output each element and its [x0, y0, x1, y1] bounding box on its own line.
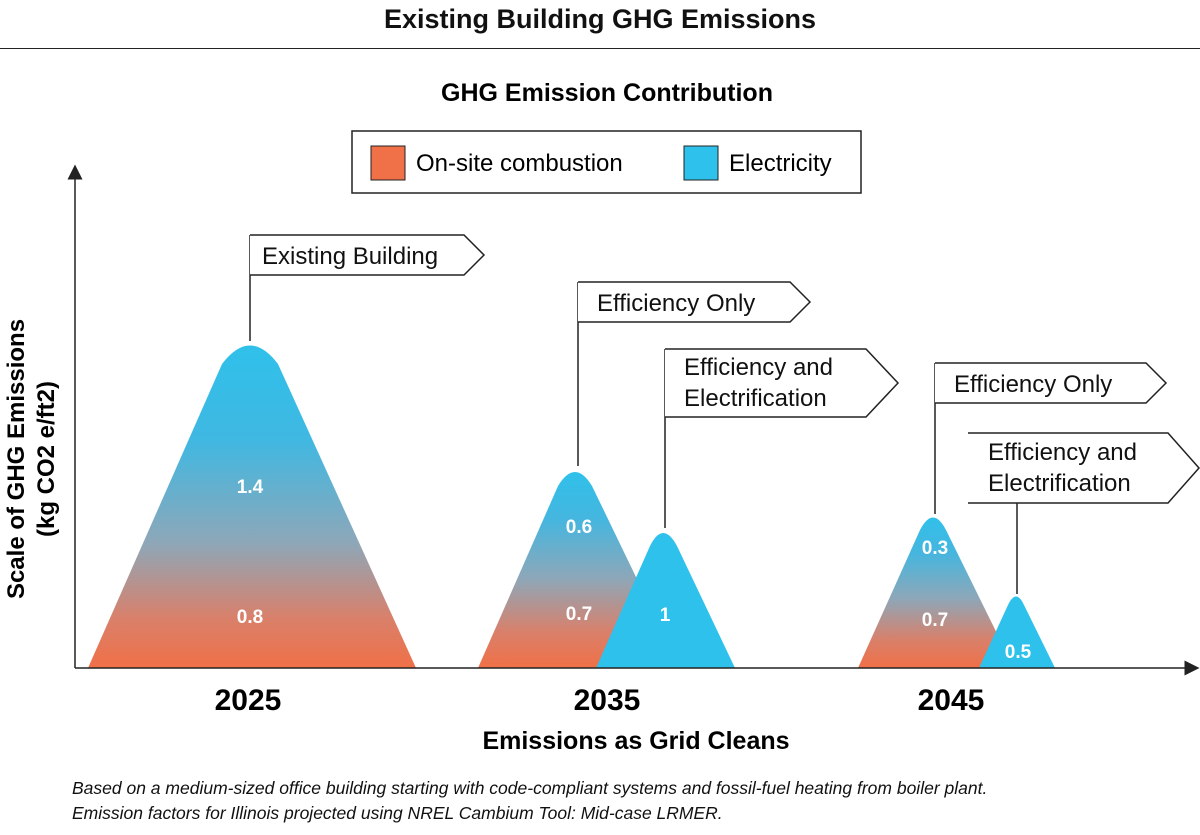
- legend-label-electricity: Electricity: [729, 150, 832, 177]
- callout-label-2045-efficiency-only: Efficiency Only: [954, 371, 1112, 398]
- legend-swatch-electricity: [683, 145, 719, 181]
- x-axis-label: Emissions as Grid Cleans: [482, 727, 789, 755]
- legend-frame: [351, 130, 862, 194]
- callout-label-line-2: Electrification: [684, 385, 827, 412]
- callout-flag-2035-efficiency: [578, 281, 812, 323]
- callout-flag-2045-efficiency: [935, 362, 1168, 404]
- callout-label-2035-efficiency-and-electrification: Efficiency and Electrification: [684, 354, 833, 412]
- data-label-2035-efficiency-only-electricity: 0.6: [566, 517, 592, 538]
- footnote-line-1: Based on a medium-sized office building …: [72, 778, 988, 798]
- data-label-2045-efficiency-only-on-site-combustion: 0.7: [922, 610, 948, 631]
- page-title: Existing Building GHG Emissions: [383, 4, 817, 34]
- peak-2045-efficiency-only: [858, 517, 1014, 668]
- data-label-2035-electrification-electricity: 1: [660, 605, 671, 626]
- data-label-2045-electrification-electricity: 0.5: [1005, 642, 1032, 663]
- legend: On-site combustion Electricity: [351, 130, 862, 194]
- x-tick-label-2025: 2025: [215, 684, 282, 717]
- data-label-2025-electricity: 1.4: [237, 477, 264, 498]
- chart-title: GHG Emission Contribution: [441, 79, 773, 107]
- callout-label-2035-efficiency-only: Efficiency Only: [597, 290, 755, 317]
- data-label-2045-efficiency-only-electricity: 0.3: [922, 538, 948, 559]
- data-label-2025-on-site-combustion: 0.8: [237, 607, 263, 628]
- peak-2045-efficiency-and-electrification: [979, 596, 1055, 668]
- footnote: Based on a medium-sized office building …: [72, 776, 987, 826]
- peak-2035-efficiency-and-electrification: [596, 533, 735, 668]
- peak-2025-existing-building: [88, 345, 416, 668]
- legend-swatch-on-site-combustion: [370, 145, 406, 181]
- callout-flag-2035-electrification: [665, 348, 900, 418]
- callout-label-2025-existing-building: Existing Building: [262, 243, 438, 270]
- callout-flag-2045-electrification: [968, 432, 1200, 504]
- callout-label-line-1: Efficiency and: [684, 354, 833, 381]
- y-axis-label-line-2: (kg CO2 e/ft2): [33, 381, 60, 537]
- callout-label-2045-efficiency-and-electrification: Efficiency and Electrification: [988, 439, 1137, 497]
- legend-label-on-site-combustion: On-site combustion: [416, 150, 623, 177]
- x-tick-label-2035: 2035: [574, 684, 641, 717]
- y-axis-label: Scale of GHG Emissions (kg CO2 e/ft2): [3, 319, 60, 599]
- data-label-2035-efficiency-only-on-site-combustion: 0.7: [566, 604, 592, 625]
- footnote-line-2: Emission factors for Illinois projected …: [72, 803, 723, 823]
- callout-label-line-2: Electrification: [988, 470, 1131, 497]
- callout-flag-2025: [250, 234, 486, 276]
- callout-label-line-1: Efficiency and: [988, 439, 1137, 466]
- y-axis-label-line-1: Scale of GHG Emissions: [3, 319, 30, 599]
- x-tick-label-2045: 2045: [918, 684, 985, 717]
- title-divider: [0, 48, 1200, 49]
